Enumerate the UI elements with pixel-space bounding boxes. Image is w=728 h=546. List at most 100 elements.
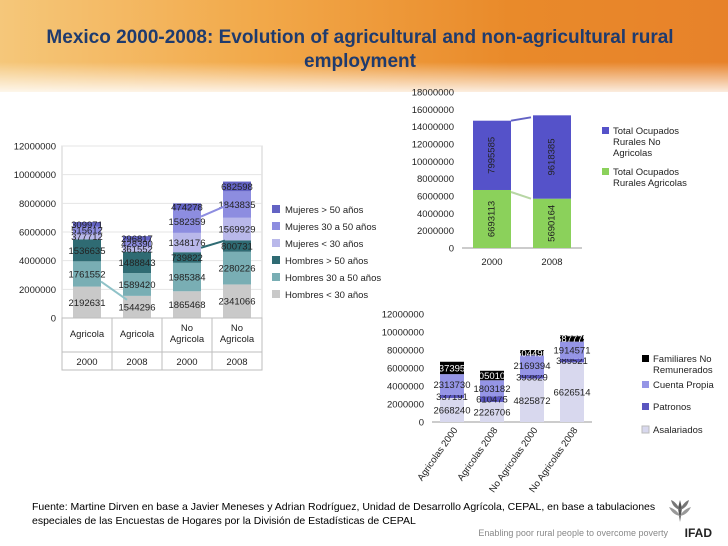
legend-swatch — [272, 290, 280, 298]
bar-segment — [480, 396, 504, 402]
data-label: 428390 — [121, 239, 153, 250]
bar-segment — [560, 358, 584, 363]
source-note: Fuente: Martine Dirven en base a Javier … — [32, 501, 656, 527]
trend-arrow — [510, 191, 532, 200]
ifad-logo: Enabling poor rural people to overcome p… — [478, 496, 718, 540]
legend-label: Hombres < 30 años — [285, 290, 368, 301]
data-label: 5690164 — [547, 205, 558, 242]
x-tick-label: Agricola — [120, 329, 155, 340]
bar-segment — [173, 262, 201, 292]
title-banner — [0, 0, 728, 92]
data-label: 687779 — [556, 334, 588, 345]
legend-label: Mujeres 30 a 50 años — [285, 222, 377, 233]
y-tick-label: 6000000 — [417, 192, 454, 203]
y-tick-label: 12000000 — [412, 140, 454, 151]
y-tick-label: 4000000 — [417, 209, 454, 220]
group-cell — [211, 351, 263, 371]
y-tick-label: 0 — [419, 418, 424, 429]
data-label: 337191 — [436, 392, 468, 403]
bar-segment — [560, 335, 584, 342]
bar-segment — [173, 232, 201, 253]
bar-segment — [560, 362, 584, 422]
data-label: 2280226 — [219, 264, 256, 275]
bar-segment — [473, 120, 511, 190]
bar-segment — [73, 226, 101, 234]
bar-segment — [73, 261, 101, 287]
bar-segment — [533, 115, 571, 199]
bar-segment — [123, 246, 151, 252]
x-tick-label: 2008 — [541, 257, 562, 268]
bar-segment — [173, 203, 201, 211]
bar-segment — [73, 222, 101, 227]
legend-swatch — [602, 168, 609, 175]
x-tick-label: Agricola — [70, 329, 105, 340]
y-tick-label: 8000000 — [417, 174, 454, 185]
bar-segment — [123, 273, 151, 296]
y-tick-label: 12000000 — [382, 310, 424, 321]
data-label: 1536635 — [69, 246, 106, 257]
data-label: 739822 — [171, 253, 203, 264]
bar-segment — [73, 239, 101, 262]
bar-segment — [223, 217, 251, 241]
trend-arrow — [510, 116, 532, 122]
data-label: 1589420 — [119, 280, 156, 291]
trend-arrow — [100, 280, 128, 301]
data-label: 2226706 — [474, 407, 511, 418]
data-label: 1348176 — [169, 238, 206, 249]
bar-segment — [123, 240, 151, 247]
x-tick-label: Agricolas 2008 — [455, 425, 500, 483]
bar-segment — [560, 341, 584, 359]
y-tick-label: 2000000 — [19, 285, 56, 296]
chart-totals: 0 2000000 4000000 6000000 8000000 10000000 120… — [412, 88, 687, 269]
bar-segment — [73, 233, 101, 240]
y-tick-label: 8000000 — [19, 199, 56, 210]
x-tick-label: No Agricola — [220, 323, 255, 345]
legend-label: Total Ocupados Rurales No Agricolas — [613, 126, 679, 159]
y-tick-label: 6000000 — [387, 364, 424, 375]
data-label: 1582359 — [169, 217, 206, 228]
data-label: 2169394 — [514, 361, 551, 372]
x-tick-label: Agricolas 2000 — [415, 425, 460, 483]
data-label: 2192631 — [69, 298, 106, 309]
data-label: 9618385 — [547, 139, 558, 176]
y-tick-label: 16000000 — [412, 105, 454, 116]
data-label: 1803182 — [474, 384, 511, 395]
y-tick-label: 0 — [51, 314, 56, 325]
bar-segment — [473, 189, 511, 248]
data-label: 682598 — [221, 182, 253, 193]
bar-segment — [480, 401, 504, 422]
bar-segment — [223, 251, 251, 285]
bar-segment — [440, 361, 464, 375]
legend-label: Familiares No Remunerados — [653, 354, 713, 376]
y-tick-label: 14000000 — [412, 122, 454, 133]
trend-arrow — [200, 205, 226, 218]
bar-segment — [440, 397, 464, 422]
data-label: 1761552 — [69, 269, 106, 280]
ifad-tagline: Enabling poor rural people to overcome p… — [478, 528, 668, 538]
bar-segment — [480, 380, 504, 397]
trend-arrow — [200, 239, 226, 249]
bar-segment — [520, 350, 544, 356]
bar-segment — [73, 286, 101, 318]
legend-swatch — [642, 355, 649, 362]
legend-swatch — [272, 273, 280, 281]
bar-segment — [223, 181, 251, 192]
legend-swatch — [272, 256, 280, 264]
bar-segment — [520, 378, 544, 422]
legend-label: Cuenta Propia — [653, 380, 714, 391]
legend-label: Total Ocupados Rurales Agricolas — [613, 167, 687, 189]
y-tick-label: 8000000 — [387, 346, 424, 357]
legend-label: Hombres > 50 años — [285, 256, 368, 267]
bar-segment — [533, 198, 571, 248]
x-tick-label: 2000 — [481, 257, 502, 268]
data-label: 1373952 — [434, 363, 471, 374]
legend-swatch — [641, 425, 650, 434]
data-label: 1914571 — [554, 346, 591, 357]
bar-segment — [520, 355, 544, 376]
legend-swatch — [642, 381, 649, 388]
bar-segment — [440, 374, 464, 395]
y-tick-label: 6000000 — [19, 228, 56, 239]
data-label: 2313730 — [434, 380, 471, 391]
y-tick-label: 4000000 — [387, 382, 424, 393]
data-label: 1569929 — [219, 225, 256, 236]
